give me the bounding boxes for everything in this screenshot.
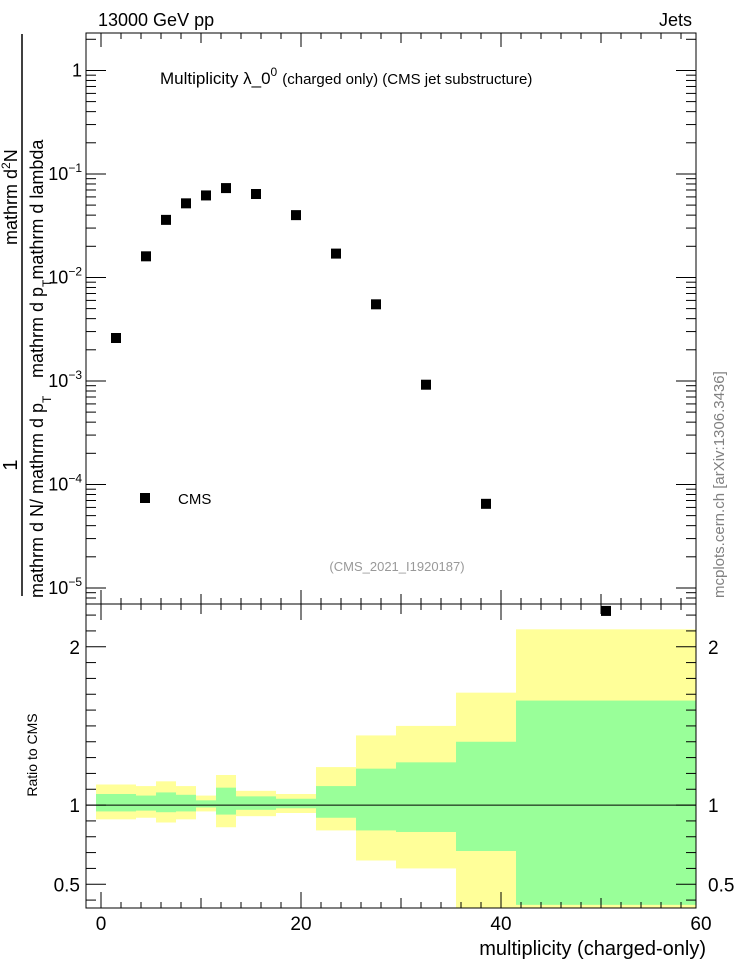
ylabel-den2-b: T	[40, 279, 54, 287]
main-ytick-label: 10−5	[48, 575, 82, 598]
data-point	[181, 198, 191, 209]
ratio-bands	[96, 629, 696, 908]
data-point	[251, 189, 261, 200]
data-point	[111, 333, 121, 344]
ratio-inner-band	[136, 795, 156, 811]
main-plot-frame	[85, 32, 697, 605]
ylabel-num2-b: 2	[0, 162, 13, 169]
main-ytick-labels: 1 10−1 10−2 10−3 10−4 10−5	[48, 60, 82, 598]
ratio-inner-band	[516, 700, 696, 905]
ratio-inner-band	[196, 800, 216, 808]
main-ylabel-den2: mathrm d pTmathrm d lambda	[27, 139, 54, 378]
xtick-label: 20	[290, 914, 311, 935]
ylabel-den-a: mathrm d N	[27, 504, 47, 598]
ratio-inner-band	[216, 787, 236, 815]
legend-marker	[140, 493, 150, 503]
ratio-plot-frame	[85, 603, 697, 909]
ratio-inner-band	[276, 798, 316, 809]
ylabel-den2-a: mathrm d p	[27, 287, 47, 378]
ratio-ytick-label-right: 0.5	[708, 875, 734, 896]
ratio-inner-band	[456, 741, 516, 851]
x-axis-label: multiplicity (charged-only)	[479, 938, 706, 960]
data-point	[331, 248, 341, 259]
ratio-ytick-label-right: 1	[708, 796, 719, 817]
ratio-inner-band	[396, 762, 456, 832]
ratio-inner-band	[176, 794, 196, 812]
ratio-inner-band	[356, 768, 396, 831]
main-ylabel: 1 mathrm d2N mathrm d N/ mathrm d pT mat…	[0, 34, 54, 598]
ratio-inner-band	[316, 786, 356, 818]
main-ylabel-den: mathrm d N/ mathrm d pT	[27, 395, 54, 598]
main-title-sup: 0	[271, 65, 278, 79]
ylabel-num2-c: N	[1, 149, 21, 162]
xtick-label: 60	[690, 914, 711, 935]
ratio-ytick-label-left: 0.5	[54, 875, 80, 896]
ylabel-den2-c: mathrm d lambda	[27, 139, 47, 280]
ratio-inner-band	[236, 796, 276, 810]
data-point	[291, 210, 301, 221]
ylabel-den-b: / mathrm d p	[27, 403, 47, 504]
main-ticks	[86, 33, 696, 605]
legend-label: CMS	[178, 491, 211, 508]
ratio-ticks	[86, 604, 696, 908]
ratio-ylabel: Ratio to CMS	[24, 713, 40, 796]
ratio-ytick-label-left: 1	[69, 796, 80, 817]
ratio-ytick-labels: 0.5 0.5 1 1 2 2	[54, 638, 735, 897]
xtick-label: 0	[96, 914, 107, 935]
data-point	[601, 605, 611, 616]
data-point	[421, 379, 431, 390]
watermark: mcplots.cern.ch [arXiv:1306.3436]	[711, 371, 728, 598]
data-point	[221, 183, 231, 194]
ratio-inner-band	[156, 792, 176, 813]
data-point	[141, 251, 151, 262]
main-ytick-label: 10−1	[48, 161, 82, 184]
ratio-xtick-labels: 0 20 40 60	[96, 914, 712, 935]
main-ytick-label: 10−2	[48, 264, 82, 287]
xtick-label: 40	[490, 914, 511, 935]
main-ytick-label: 10−3	[48, 368, 82, 391]
main-title-main: Multiplicity λ_0	[160, 69, 271, 88]
main-title: Multiplicity λ_00 (charged only) (CMS jet…	[160, 65, 532, 88]
data-point	[481, 498, 491, 509]
main-ylabel-num2: mathrm d2N	[0, 149, 21, 245]
data-point	[201, 190, 211, 201]
data-point	[161, 214, 171, 225]
ratio-ytick-label-right: 2	[708, 638, 719, 659]
main-title-rest: (charged only) (CMS jet substructure)	[282, 71, 532, 88]
ratio-ytick-label-left: 2	[69, 638, 80, 659]
main-ytick-label: 1	[72, 60, 82, 80]
header-process-label: Jets	[659, 10, 692, 30]
ylabel-num2-a: mathrm d	[1, 169, 21, 245]
main-ytick-label: 10−4	[48, 471, 82, 494]
ratio-inner-band	[96, 794, 136, 812]
main-data-points	[111, 183, 611, 616]
data-point	[371, 299, 381, 310]
main-ylabel-num: 1	[0, 459, 22, 470]
ylabel-den-c: T	[40, 395, 54, 403]
header-energy-label: 13000 GeV pp	[98, 10, 214, 30]
analysis-annotation: (CMS_2021_I1920187)	[329, 559, 464, 574]
